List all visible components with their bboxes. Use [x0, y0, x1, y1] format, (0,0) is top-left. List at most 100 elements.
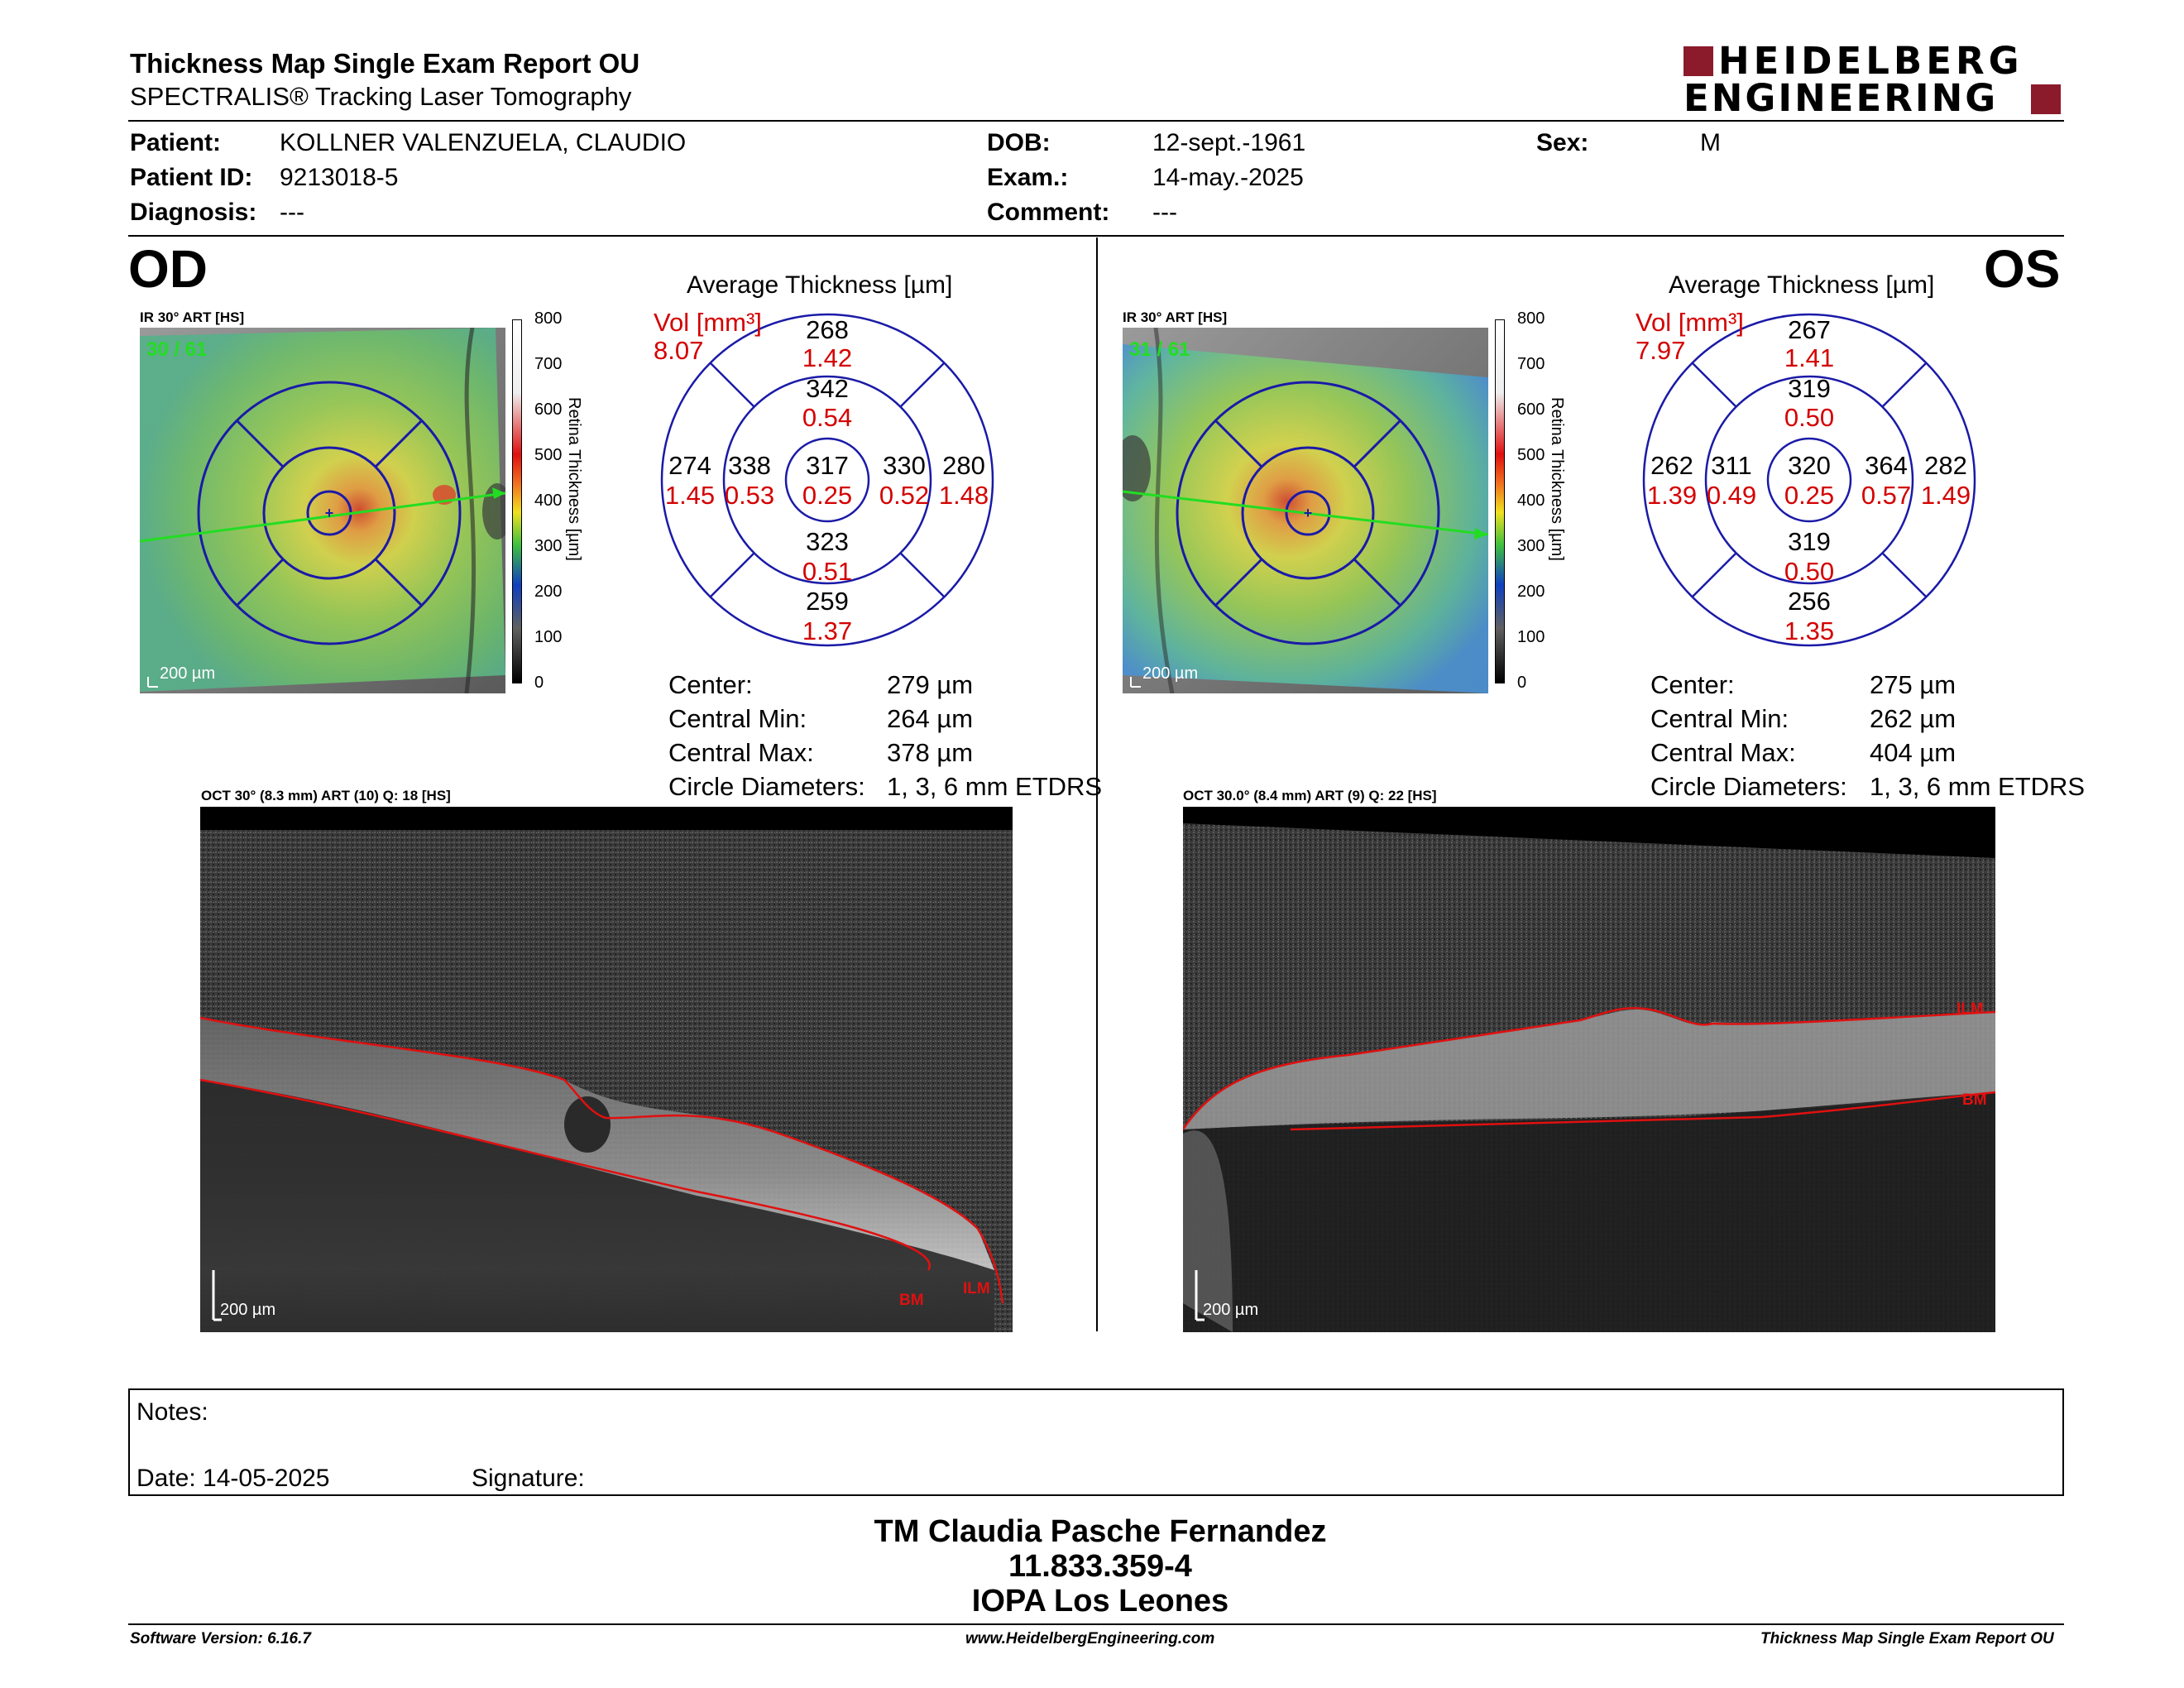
od-avg-title: Average Thickness [µm]	[687, 271, 953, 299]
footer-divider	[128, 1623, 2064, 1625]
svg-text:+: +	[1304, 505, 1313, 521]
dob-label: DOB:	[987, 129, 1051, 156]
os-outer-left: 262	[1650, 451, 1693, 480]
diagnosis-value: ---	[280, 199, 304, 226]
os-vol-total: 7.97	[1636, 336, 1686, 365]
od-outer-right-vol: 1.48	[938, 481, 989, 510]
comment-label: Comment:	[987, 199, 1110, 226]
od-outer-top-vol: 1.42	[802, 343, 853, 372]
os-scan-line	[1123, 490, 1488, 536]
report-title: Thickness Map Single Exam Report OU	[130, 48, 640, 79]
os-outer-right: 282	[1924, 451, 1967, 480]
os-cb-tick: 700	[1517, 355, 1545, 373]
os-inner-right-vol: 0.57	[1861, 481, 1912, 510]
notes-box	[128, 1388, 2064, 1496]
os-ir-scale: 200 µm	[1142, 664, 1198, 683]
od-center-label: Center:	[668, 670, 753, 699]
od-colorbar	[512, 319, 522, 683]
os-center: 320	[1788, 451, 1831, 480]
os-cb-tick: 0	[1517, 674, 1527, 692]
od-cb-tick: 600	[534, 400, 563, 419]
od-cmin-value: 264 µm	[887, 704, 974, 733]
logo-text-line1: HEIDELBERG	[1718, 39, 2024, 83]
od-cb-tick: 200	[534, 583, 563, 601]
os-ilm-label: ILM	[1956, 1000, 1984, 1018]
od-outer-bottom-vol: 1.37	[802, 616, 853, 645]
diagnosis-label: Diagnosis:	[130, 199, 257, 226]
os-center-label: Center:	[1650, 670, 1735, 699]
logo-square-top	[1684, 46, 1713, 76]
od-ir-label: IR 30° ART [HS]	[140, 309, 245, 325]
os-colorbar	[1495, 319, 1505, 683]
os-inner-bottom: 319	[1788, 527, 1831, 556]
os-vol-label: Vol [mm³]	[1636, 308, 1744, 337]
os-center-value: 275 µm	[1870, 670, 1956, 699]
os-inner-bottom-vol: 0.50	[1784, 557, 1835, 586]
os-inner-top-vol: 0.50	[1784, 403, 1835, 432]
od-ilm-line	[200, 1016, 1004, 1304]
os-cb-tick: 400	[1517, 492, 1545, 510]
heidelberg-logo: HEIDELBERG ENGINEERING	[1684, 39, 2064, 120]
dob-value: 12-sept.-1961	[1152, 129, 1306, 156]
os-cb-tick: 100	[1517, 628, 1545, 646]
od-bm-line	[200, 1078, 931, 1271]
os-outer-bottom: 256	[1788, 587, 1831, 616]
od-inner-top-vol: 0.54	[802, 403, 853, 432]
od-oct-scan: 200 µm BM ILM	[200, 807, 1013, 1332]
logo-text-line2: ENGINEERING	[1684, 76, 1999, 120]
header-divider	[128, 120, 2064, 122]
os-circ-value: 1, 3, 6 mm ETDRS	[1870, 772, 2086, 801]
os-outer-right-vol: 1.49	[1920, 481, 1971, 510]
os-thickness-map: + 31 / 61 200 µm	[1123, 328, 1488, 693]
footer-website[interactable]: www.HeidelbergEngineering.com	[965, 1630, 1215, 1647]
od-outer-left-vol: 1.45	[664, 481, 716, 510]
od-inner-left: 338	[728, 451, 771, 480]
os-cb-tick: 300	[1517, 537, 1545, 555]
footer-report: Thickness Map Single Exam Report OU	[1760, 1630, 2054, 1647]
notes-signature-label: Signature:	[472, 1465, 585, 1492]
os-ir-counter: 31 / 61	[1129, 338, 1190, 361]
patient-id-value: 9213018-5	[280, 164, 399, 191]
os-center-vol: 0.25	[1784, 481, 1835, 510]
os-cmax-label: Central Max:	[1650, 738, 1796, 767]
os-inner-left: 311	[1711, 451, 1752, 480]
os-avg-title: Average Thickness [µm]	[1669, 271, 1935, 299]
od-inner-left-vol: 0.53	[724, 481, 775, 510]
os-cmax-value: 404 µm	[1870, 738, 1956, 767]
od-eye-label: OD	[128, 239, 208, 299]
od-inner-top: 342	[806, 374, 849, 403]
od-inner-bottom-vol: 0.51	[802, 557, 853, 586]
eye-divider	[1096, 237, 1098, 1331]
os-bm-label: BM	[1962, 1091, 1987, 1109]
os-outer-top: 267	[1788, 315, 1831, 344]
od-cmax-value: 378 µm	[887, 738, 974, 767]
od-center-value: 279 µm	[887, 670, 974, 699]
od-inner-bottom: 323	[806, 527, 849, 556]
os-cb-tick: 800	[1517, 309, 1545, 328]
sex-value: M	[1700, 129, 1721, 156]
od-circ-value: 1, 3, 6 mm ETDRS	[887, 772, 1103, 801]
od-cb-tick: 500	[534, 446, 563, 464]
os-etdrs-grid-overlay	[1176, 381, 1440, 645]
os-cmin-value: 262 µm	[1870, 704, 1956, 733]
od-center: 317	[806, 451, 849, 480]
os-oct-label: OCT 30.0° (8.4 mm) ART (9) Q: 22 [HS]	[1183, 788, 1437, 803]
od-outer-top: 268	[806, 315, 849, 344]
os-cb-tick: 200	[1517, 583, 1545, 601]
os-oct-scan: 200 µm ILM BM	[1183, 807, 1995, 1332]
od-oct-label: OCT 30° (8.3 mm) ART (10) Q: 18 [HS]	[201, 788, 451, 803]
od-ir-scale: 200 µm	[160, 664, 215, 683]
svg-text:+: +	[325, 505, 334, 521]
os-eye-label: OS	[1984, 239, 2061, 299]
od-circ-label: Circle Diameters:	[668, 772, 865, 801]
od-bm-label: BM	[899, 1292, 924, 1309]
od-inner-right-vol: 0.52	[879, 481, 930, 510]
os-cmin-label: Central Min:	[1650, 704, 1789, 733]
od-outer-right: 280	[942, 451, 985, 480]
od-cmin-label: Central Min:	[668, 704, 807, 733]
os-ilm-line	[1183, 1007, 1995, 1130]
notes-label: Notes:	[136, 1398, 208, 1426]
patient-value: KOLLNER VALENZUELA, CLAUDIO	[280, 129, 687, 156]
os-heatmap-overlay	[1123, 344, 1488, 693]
od-cb-tick: 100	[534, 628, 563, 646]
